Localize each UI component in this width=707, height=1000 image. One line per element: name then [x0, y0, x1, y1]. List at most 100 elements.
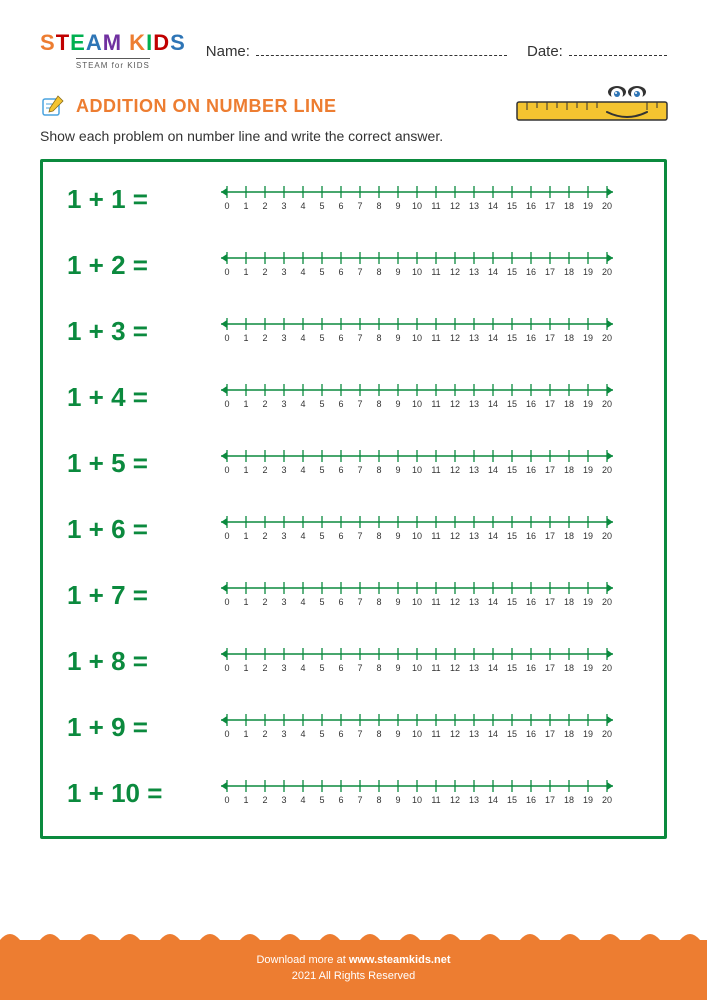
svg-text:5: 5	[319, 795, 324, 805]
svg-text:6: 6	[338, 597, 343, 607]
number-line[interactable]: 01234567891011121314151617181920	[217, 446, 640, 480]
svg-text:15: 15	[507, 399, 517, 409]
svg-text:5: 5	[319, 333, 324, 343]
problem-expression: 1 + 5 =	[67, 448, 217, 479]
svg-text:19: 19	[583, 333, 593, 343]
svg-text:14: 14	[488, 795, 498, 805]
svg-text:8: 8	[376, 333, 381, 343]
svg-text:4: 4	[300, 663, 305, 673]
svg-text:7: 7	[357, 597, 362, 607]
svg-text:17: 17	[545, 531, 555, 541]
svg-text:10: 10	[412, 465, 422, 475]
svg-text:5: 5	[319, 729, 324, 739]
svg-text:11: 11	[431, 399, 440, 409]
name-input-line[interactable]	[256, 40, 507, 56]
problem-row: 1 + 1 = 01234567891011121314151617181920	[67, 182, 640, 216]
svg-text:11: 11	[431, 795, 440, 805]
svg-text:10: 10	[412, 531, 422, 541]
svg-text:19: 19	[583, 201, 593, 211]
svg-text:14: 14	[488, 201, 498, 211]
svg-text:13: 13	[469, 663, 479, 673]
number-line[interactable]: 01234567891011121314151617181920	[217, 248, 640, 282]
worksheet-title: ADDITION ON NUMBER LINE	[76, 96, 507, 117]
svg-text:3: 3	[281, 729, 286, 739]
svg-text:10: 10	[412, 399, 422, 409]
svg-text:2: 2	[262, 663, 267, 673]
svg-text:18: 18	[564, 663, 574, 673]
svg-text:0: 0	[224, 399, 229, 409]
svg-text:5: 5	[319, 597, 324, 607]
svg-text:2: 2	[262, 465, 267, 475]
svg-text:3: 3	[281, 333, 286, 343]
svg-text:0: 0	[224, 597, 229, 607]
svg-text:1: 1	[243, 465, 248, 475]
number-line[interactable]: 01234567891011121314151617181920	[217, 314, 640, 348]
svg-text:0: 0	[224, 729, 229, 739]
number-line[interactable]: 01234567891011121314151617181920	[217, 644, 640, 678]
svg-text:20: 20	[602, 663, 612, 673]
svg-text:20: 20	[602, 795, 612, 805]
svg-text:20: 20	[602, 597, 612, 607]
svg-text:11: 11	[431, 465, 440, 475]
svg-text:18: 18	[564, 399, 574, 409]
svg-text:14: 14	[488, 465, 498, 475]
pencil-paper-icon	[40, 93, 66, 119]
logo-main: STEAM KIDS	[40, 30, 186, 56]
svg-text:8: 8	[376, 267, 381, 277]
svg-text:5: 5	[319, 399, 324, 409]
svg-text:9: 9	[395, 795, 400, 805]
svg-text:2: 2	[262, 333, 267, 343]
svg-text:19: 19	[583, 531, 593, 541]
svg-text:1: 1	[243, 333, 248, 343]
svg-text:13: 13	[469, 267, 479, 277]
svg-text:14: 14	[488, 663, 498, 673]
number-line[interactable]: 01234567891011121314151617181920	[217, 182, 640, 216]
problem-row: 1 + 7 = 01234567891011121314151617181920	[67, 578, 640, 612]
svg-text:7: 7	[357, 333, 362, 343]
svg-text:18: 18	[564, 465, 574, 475]
svg-text:4: 4	[300, 333, 305, 343]
svg-text:12: 12	[450, 267, 460, 277]
svg-text:0: 0	[224, 531, 229, 541]
svg-text:16: 16	[526, 333, 536, 343]
svg-text:8: 8	[376, 465, 381, 475]
svg-text:9: 9	[395, 267, 400, 277]
svg-text:2: 2	[262, 399, 267, 409]
svg-text:11: 11	[431, 729, 440, 739]
number-line[interactable]: 01234567891011121314151617181920	[217, 776, 640, 810]
instruction-text: Show each problem on number line and wri…	[0, 128, 707, 159]
header: STEAM KIDS STEAM for KIDS Name: Date:	[0, 0, 707, 80]
date-input-line[interactable]	[569, 40, 667, 56]
svg-text:9: 9	[395, 663, 400, 673]
logo-tagline: STEAM for KIDS	[76, 58, 150, 70]
svg-text:18: 18	[564, 333, 574, 343]
svg-text:8: 8	[376, 729, 381, 739]
svg-text:1: 1	[243, 267, 248, 277]
svg-text:1: 1	[243, 663, 248, 673]
svg-text:19: 19	[583, 267, 593, 277]
svg-text:13: 13	[469, 531, 479, 541]
footer-wave	[0, 928, 707, 940]
date-field: Date:	[527, 40, 667, 60]
svg-text:12: 12	[450, 663, 460, 673]
svg-text:17: 17	[545, 597, 555, 607]
svg-text:17: 17	[545, 267, 555, 277]
footer-url: www.steamkids.net	[349, 954, 451, 966]
svg-text:6: 6	[338, 267, 343, 277]
svg-text:20: 20	[602, 465, 612, 475]
svg-text:8: 8	[376, 597, 381, 607]
number-line[interactable]: 01234567891011121314151617181920	[217, 710, 640, 744]
svg-text:4: 4	[300, 531, 305, 541]
number-line[interactable]: 01234567891011121314151617181920	[217, 380, 640, 414]
number-line[interactable]: 01234567891011121314151617181920	[217, 512, 640, 546]
svg-text:3: 3	[281, 597, 286, 607]
number-line[interactable]: 01234567891011121314151617181920	[217, 578, 640, 612]
svg-text:12: 12	[450, 333, 460, 343]
footer-copyright: 2021 All Rights Reserved	[0, 970, 707, 982]
svg-text:4: 4	[300, 201, 305, 211]
svg-text:12: 12	[450, 531, 460, 541]
problem-expression: 1 + 8 =	[67, 646, 217, 677]
footer-pretext: Download more at	[256, 954, 348, 966]
svg-text:0: 0	[224, 333, 229, 343]
svg-text:7: 7	[357, 267, 362, 277]
